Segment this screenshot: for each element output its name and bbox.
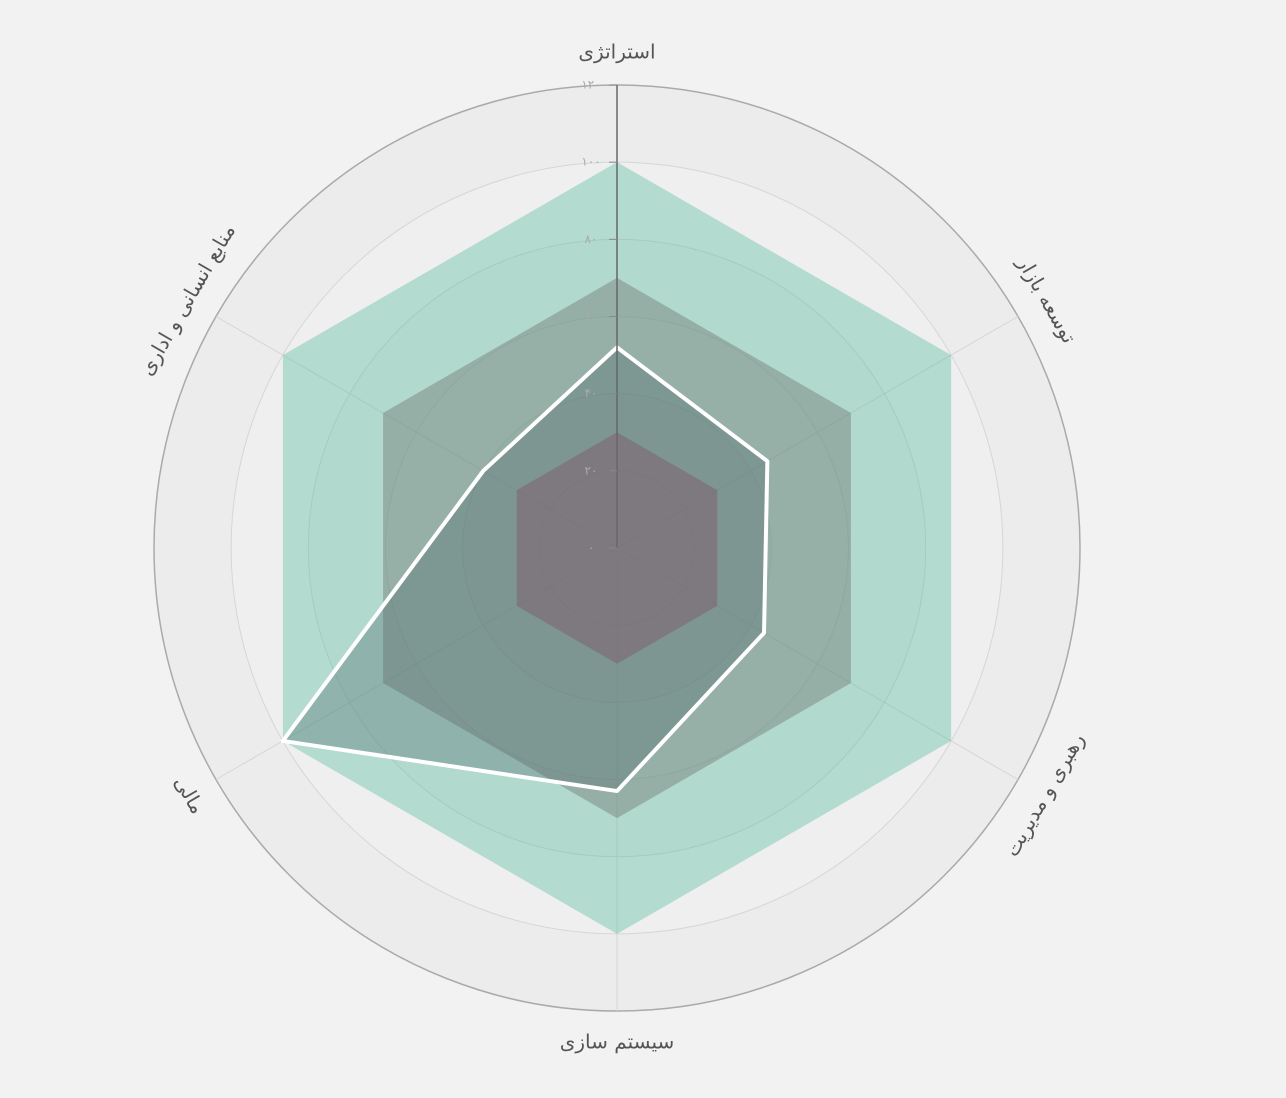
y-tick-label: ۶۰ [585,309,598,323]
y-tick-label: ۸۰ [585,232,598,246]
spoke [616,547,1019,780]
category-label: سیستم سازی [560,1030,675,1054]
y-tick-label: ۰ [588,541,594,555]
y-tick-label: ۴۰ [585,386,598,400]
category-label: استراتژی [578,40,655,64]
category-label: مالی [169,772,210,818]
y-tick-label: ۱۲۰ [581,78,600,92]
y-tick-label: ۱۰۰ [581,155,600,169]
spoke [215,316,618,549]
y-tick-label: ۲۰ [585,463,598,477]
spoke [616,316,1019,549]
radar-area [280,345,770,794]
